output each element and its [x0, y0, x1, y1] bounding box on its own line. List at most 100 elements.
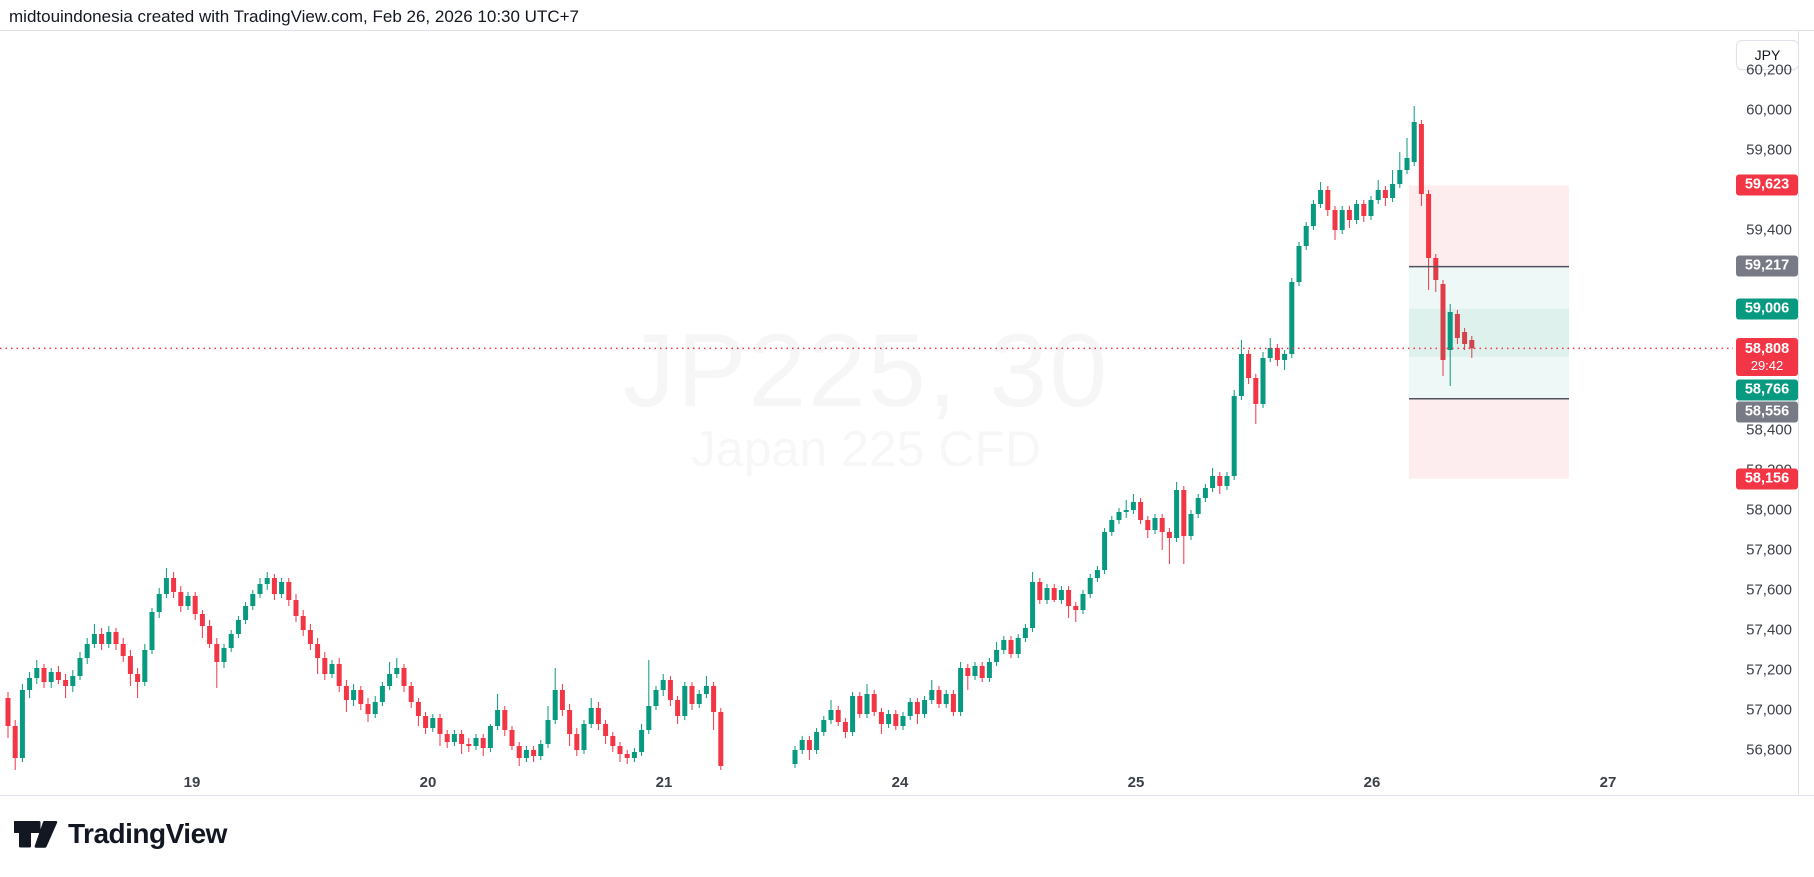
profit-zone-upper[interactable]: [1409, 266, 1569, 357]
candle-body: [1037, 582, 1043, 600]
candle-body: [696, 694, 702, 704]
candle-body: [1246, 354, 1252, 378]
candle-body: [228, 634, 234, 648]
price-badge-value: 59,623: [1744, 176, 1790, 193]
candle-body: [1332, 210, 1338, 230]
candle-body: [1354, 204, 1360, 220]
candle-body: [135, 674, 141, 682]
candle-body: [914, 702, 920, 714]
candle-body: [257, 584, 263, 594]
stop-zone-upper[interactable]: [1409, 185, 1569, 267]
price-badge-stop-lower: 58,156: [1736, 468, 1798, 490]
candle-body: [127, 656, 133, 674]
price-axis-label: 57,400: [1746, 621, 1792, 639]
candle-body: [1145, 520, 1151, 530]
candle-body: [271, 578, 277, 594]
candle-body: [703, 686, 709, 694]
candle-body: [185, 596, 191, 606]
candle-body: [12, 726, 18, 758]
price-axis-label: 59,800: [1746, 141, 1792, 159]
candle-body: [149, 612, 155, 650]
price-badge-value: 59,217: [1744, 257, 1790, 274]
tradingview-logo[interactable]: TradingView: [14, 816, 227, 852]
time-axis-label: 20: [419, 774, 437, 791]
candle-body: [1382, 190, 1388, 198]
candle-body: [893, 714, 899, 726]
candle-body: [574, 734, 580, 750]
candle-body: [821, 720, 827, 732]
candle-body: [1397, 170, 1403, 184]
price-axis-label: 56,800: [1746, 741, 1792, 759]
candle-body: [1375, 190, 1381, 200]
candle-body: [178, 592, 184, 606]
candle-body: [516, 746, 522, 758]
candle-body: [437, 718, 443, 734]
price-badge-stop-upper: 59,623: [1736, 174, 1798, 196]
candle-body: [502, 710, 508, 730]
candle-body: [1123, 510, 1129, 512]
candle-body: [1274, 348, 1280, 360]
candle-body: [1426, 194, 1432, 258]
price-axis-label: 57,800: [1746, 541, 1792, 559]
candle-body: [850, 696, 856, 732]
price-axis-label: 58,000: [1746, 501, 1792, 519]
candle-body: [1174, 490, 1180, 538]
candle-body: [1310, 204, 1316, 226]
candle-body: [986, 662, 992, 678]
candle-body: [329, 664, 335, 674]
candle-body: [922, 700, 928, 714]
price-badge-target-upper: 59,006: [1736, 298, 1798, 320]
candle-body: [1469, 340, 1475, 349]
candle-body: [495, 710, 501, 726]
candle-body: [1181, 490, 1187, 536]
candle-body: [689, 686, 695, 704]
candle-body: [322, 658, 328, 674]
candle-body: [336, 664, 342, 686]
candle-body: [358, 690, 364, 704]
chart-attribution-title: midtouindonesia created with TradingView…: [9, 7, 579, 26]
candle-body: [156, 594, 162, 612]
candle-body: [965, 668, 971, 676]
price-axis-label: 57,000: [1746, 701, 1792, 719]
candle-body: [1346, 210, 1352, 220]
candle-body: [581, 724, 587, 750]
candle-body: [595, 708, 601, 724]
candle-body: [1433, 258, 1439, 280]
candle-body: [509, 730, 515, 746]
candle-body: [480, 738, 486, 748]
price-badge-value: 58,156: [1744, 470, 1790, 487]
candle-body: [1454, 314, 1460, 338]
candle-body: [667, 680, 673, 700]
candle-body: [1318, 190, 1324, 204]
stop-zone-lower[interactable]: [1409, 398, 1569, 479]
candle-body: [1339, 210, 1345, 230]
axis-bottom-border: [0, 795, 1814, 796]
candle-body: [559, 690, 565, 710]
candle-body: [1210, 476, 1216, 488]
candle-body: [1066, 590, 1072, 606]
candle-body: [1159, 518, 1165, 532]
price-badge-target-lower: 58,766: [1736, 379, 1798, 401]
candle-body: [545, 720, 551, 744]
candle-body: [1260, 358, 1266, 404]
currency-toggle-button[interactable]: JPY: [1736, 40, 1799, 70]
candle-body: [646, 706, 652, 730]
candle-body: [408, 686, 414, 702]
candle-body: [936, 690, 942, 704]
candle-body: [531, 750, 537, 756]
candle-body: [1094, 570, 1100, 578]
price-axis-label: 57,600: [1746, 581, 1792, 599]
price-axis-label: 57,200: [1746, 661, 1792, 679]
candle-body: [907, 702, 913, 716]
candle-body: [711, 686, 717, 712]
profit-zone-lower[interactable]: [1409, 308, 1569, 399]
candle-body: [929, 690, 935, 700]
candle-body: [871, 694, 877, 712]
price-scale-border: [1798, 30, 1799, 795]
candle-body: [1224, 476, 1230, 486]
candle-body: [1152, 518, 1158, 530]
candle-body: [1015, 638, 1021, 654]
candle-body: [886, 714, 892, 724]
